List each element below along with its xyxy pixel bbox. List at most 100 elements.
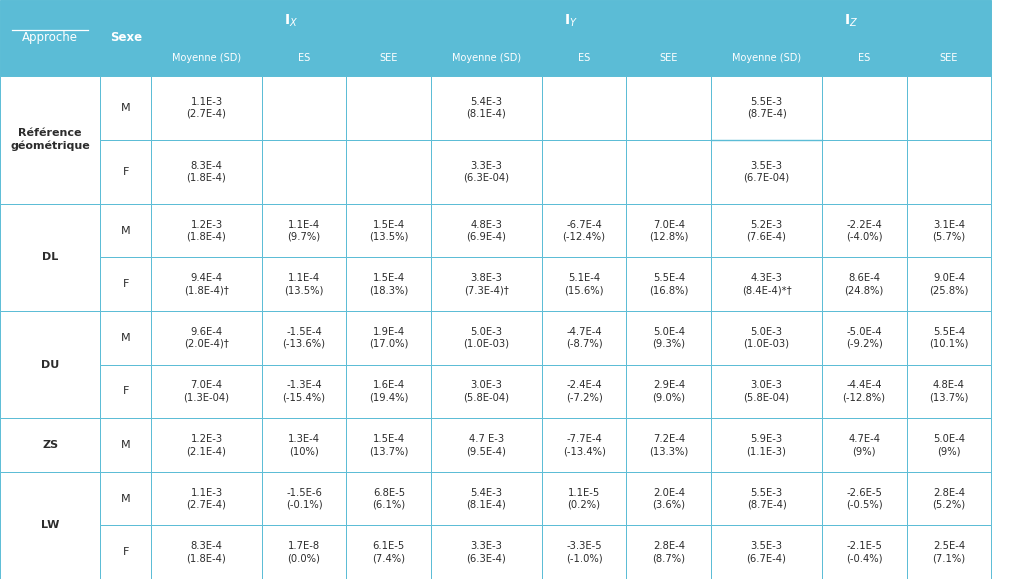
Text: 7.2E-4
(13.3%): 7.2E-4 (13.3%)	[649, 434, 689, 456]
Bar	[346, 140, 431, 204]
Text: -2.1E-5
(-0.4%): -2.1E-5 (-0.4%)	[846, 541, 882, 563]
Text: 5.2E-3
(7.6E-4): 5.2E-3 (7.6E-4)	[746, 219, 787, 241]
Bar	[626, 472, 711, 525]
Text: 4.7 E-3
(9.5E-4): 4.7 E-3 (9.5E-4)	[466, 434, 507, 456]
Bar	[151, 204, 262, 258]
Bar	[100, 0, 151, 76]
Bar	[711, 204, 822, 258]
Text: 3.5E-3
(6.7E-04): 3.5E-3 (6.7E-04)	[743, 161, 790, 183]
Bar	[626, 204, 711, 258]
Bar	[346, 311, 431, 365]
Bar	[262, 76, 346, 140]
Text: F: F	[123, 386, 129, 397]
Text: DL: DL	[42, 252, 58, 262]
Text: M: M	[121, 102, 131, 113]
Text: 1.1E-3
(2.7E-4): 1.1E-3 (2.7E-4)	[186, 488, 227, 510]
Bar	[100, 418, 151, 472]
Text: F: F	[123, 167, 129, 177]
Bar	[100, 365, 151, 418]
Bar	[100, 525, 151, 579]
Text: 1.1E-5
(0.2%): 1.1E-5 (0.2%)	[567, 488, 601, 510]
Text: 5.4E-3
(8.1E-4): 5.4E-3 (8.1E-4)	[467, 97, 506, 119]
Text: 5.9E-3
(1.1E-3): 5.9E-3 (1.1E-3)	[746, 434, 787, 456]
Text: 1.6E-4
(19.4%): 1.6E-4 (19.4%)	[369, 380, 409, 402]
Text: -7.7E-4
(-13.4%): -7.7E-4 (-13.4%)	[563, 434, 605, 456]
Text: 8.3E-4
(1.8E-4): 8.3E-4 (1.8E-4)	[187, 541, 226, 563]
Bar	[346, 472, 431, 525]
Text: 1.1E-3
(2.7E-4): 1.1E-3 (2.7E-4)	[186, 97, 227, 119]
Text: 5.5E-4
(10.1%): 5.5E-4 (10.1%)	[929, 327, 969, 349]
Bar	[711, 76, 822, 140]
Bar	[542, 140, 626, 204]
Bar	[711, 365, 822, 418]
Bar	[542, 525, 626, 579]
Text: 7.0E-4
(1.3E-04): 7.0E-4 (1.3E-04)	[183, 380, 230, 402]
Bar	[431, 365, 542, 418]
Text: 3.0E-3
(5.8E-04): 3.0E-3 (5.8E-04)	[743, 380, 790, 402]
Bar	[431, 418, 542, 472]
Bar	[542, 472, 626, 525]
Text: 2.0E-4
(3.6%): 2.0E-4 (3.6%)	[652, 488, 686, 510]
Text: ES: ES	[858, 53, 870, 63]
Bar	[822, 258, 907, 311]
Text: -6.7E-4
(-12.4%): -6.7E-4 (-12.4%)	[562, 219, 606, 241]
Text: 3.1E-4
(5.7%): 3.1E-4 (5.7%)	[932, 219, 966, 241]
Bar	[431, 204, 542, 258]
Text: 1.5E-4
(13.5%): 1.5E-4 (13.5%)	[369, 219, 409, 241]
Text: Moyenne (SD): Moyenne (SD)	[172, 53, 241, 63]
Bar	[431, 311, 542, 365]
Bar	[346, 365, 431, 418]
Text: 5.0E-4
(9.3%): 5.0E-4 (9.3%)	[652, 327, 686, 349]
Text: 1.5E-4
(18.3%): 1.5E-4 (18.3%)	[369, 273, 409, 295]
Bar	[431, 140, 542, 204]
Bar	[542, 311, 626, 365]
Bar	[100, 311, 151, 365]
Bar	[626, 76, 711, 140]
Bar	[262, 472, 346, 525]
Text: -3.3E-5
(-1.0%): -3.3E-5 (-1.0%)	[566, 541, 602, 563]
Bar	[262, 258, 346, 311]
Bar	[822, 140, 907, 204]
Text: 2.8E-4
(5.2%): 2.8E-4 (5.2%)	[932, 488, 966, 510]
Bar	[151, 140, 262, 204]
Bar	[0, 311, 100, 418]
Text: -2.6E-5
(-0.5%): -2.6E-5 (-0.5%)	[846, 488, 882, 510]
Bar	[346, 258, 431, 311]
Bar	[711, 140, 822, 204]
Text: F: F	[123, 279, 129, 290]
Bar	[626, 311, 711, 365]
Text: 2.9E-4
(9.0%): 2.9E-4 (9.0%)	[652, 380, 686, 402]
Bar	[907, 140, 991, 204]
Bar	[151, 418, 262, 472]
Bar	[822, 76, 907, 140]
Text: 5.4E-3
(8.1E-4): 5.4E-3 (8.1E-4)	[467, 488, 506, 510]
Text: 1.2E-3
(1.8E-4): 1.2E-3 (1.8E-4)	[187, 219, 226, 241]
Bar	[346, 76, 431, 140]
Text: LW: LW	[41, 521, 59, 530]
Bar	[100, 204, 151, 258]
Text: 7.0E-4
(12.8%): 7.0E-4 (12.8%)	[649, 219, 689, 241]
Bar	[262, 140, 346, 204]
Text: 4.3E-3
(8.4E-4)*†: 4.3E-3 (8.4E-4)*†	[742, 273, 791, 295]
Bar	[151, 258, 262, 311]
Bar	[907, 204, 991, 258]
Text: 2.5E-4
(7.1%): 2.5E-4 (7.1%)	[932, 541, 966, 563]
Bar	[907, 525, 991, 579]
Text: I$_Y$: I$_Y$	[564, 12, 578, 28]
Bar	[822, 204, 907, 258]
Bar	[542, 76, 626, 140]
Text: 2.8E-4
(8.7%): 2.8E-4 (8.7%)	[652, 541, 686, 563]
Bar	[822, 365, 907, 418]
Bar	[907, 418, 991, 472]
Bar	[431, 0, 711, 41]
Bar	[346, 418, 431, 472]
Text: 1.7E-8
(0.0%): 1.7E-8 (0.0%)	[287, 541, 321, 563]
Text: 5.0E-3
(1.0E-03): 5.0E-3 (1.0E-03)	[743, 327, 790, 349]
Bar	[626, 525, 711, 579]
Text: 4.8E-3
(6.9E-4): 4.8E-3 (6.9E-4)	[466, 219, 507, 241]
Text: 4.7E-4
(9%): 4.7E-4 (9%)	[848, 434, 880, 456]
Bar	[262, 525, 346, 579]
Text: 5.5E-3
(8.7E-4): 5.5E-3 (8.7E-4)	[747, 488, 786, 510]
Bar	[626, 140, 711, 204]
Text: 9.4E-4
(1.8E-4)†: 9.4E-4 (1.8E-4)†	[184, 273, 229, 295]
